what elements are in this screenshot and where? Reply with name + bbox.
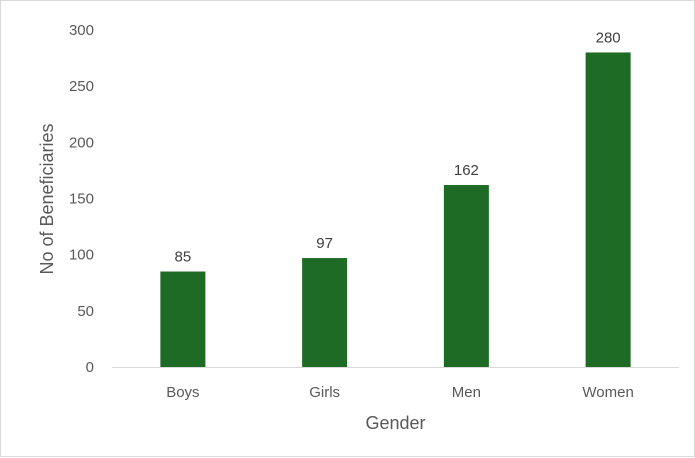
data-label-women: 280 [596, 29, 621, 46]
y-tick-label: 0 [86, 359, 94, 376]
y-axis-title: No of Beneficiaries [37, 123, 57, 274]
x-tick-label-women: Women [582, 384, 633, 401]
y-axis-ticks: 0 50 100 150 200 250 300 [69, 22, 94, 376]
y-tick-label: 200 [69, 134, 94, 151]
bars-group [160, 52, 631, 367]
bar-women [585, 52, 631, 367]
x-tick-label-men: Men [452, 384, 481, 401]
data-labels-group: 85 97 162 280 [175, 29, 621, 265]
y-tick-label: 250 [69, 78, 94, 95]
y-tick-label: 150 [69, 191, 94, 208]
x-tick-label-boys: Boys [166, 384, 199, 401]
x-axis-title: Gender [365, 413, 425, 433]
y-tick-label: 300 [69, 22, 94, 39]
y-tick-label: 50 [77, 303, 94, 320]
data-label-men: 162 [454, 162, 479, 179]
bar-girls [302, 258, 348, 367]
bar-boys [160, 271, 206, 367]
data-label-girls: 97 [316, 235, 333, 252]
x-axis-ticks: Boys Girls Men Women [166, 384, 634, 401]
bar-men [443, 185, 489, 367]
x-tick-label-girls: Girls [309, 384, 340, 401]
y-tick-label: 100 [69, 247, 94, 264]
data-label-boys: 85 [175, 249, 192, 266]
